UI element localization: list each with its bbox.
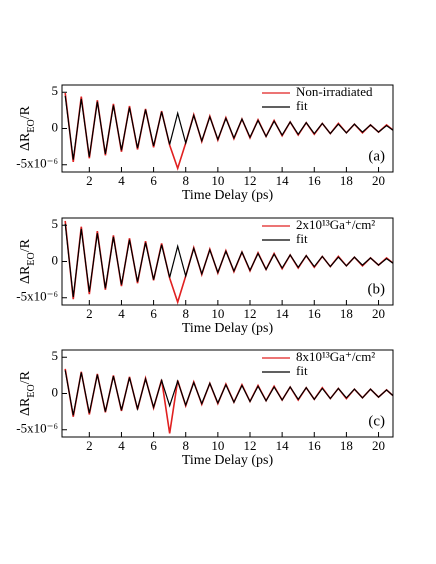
x-tick-label: 10 — [211, 173, 224, 188]
y-axis-label-part: /R — [18, 105, 33, 119]
x-tick-label: 18 — [340, 306, 353, 321]
y-axis-label-part: ΔR — [18, 397, 33, 416]
panel-label: (c) — [368, 413, 385, 429]
legend-label: fit — [296, 231, 308, 246]
y-axis-label: ΔREO/R — [18, 370, 37, 416]
x-tick-label: 14 — [276, 438, 290, 453]
y-axis-label-part: ΔR — [18, 265, 33, 284]
x-tick-label: 8 — [182, 438, 189, 453]
x-tick-label: 14 — [276, 306, 290, 321]
x-tick-label: 8 — [182, 306, 189, 321]
x-tick-label: 12 — [243, 438, 256, 453]
y-axis-label-part: /R — [18, 238, 33, 252]
y-axis-label-part: EO — [26, 119, 37, 132]
x-tick-label: 14 — [276, 173, 290, 188]
x-tick-label: 12 — [243, 173, 256, 188]
x-tick-label: 6 — [150, 306, 157, 321]
x-tick-label: 16 — [308, 306, 322, 321]
legend-label: fit — [296, 98, 308, 113]
x-tick-label: 10 — [211, 438, 224, 453]
y-axis-label-part: /R — [18, 370, 33, 384]
y-tick-label: 0 — [52, 384, 59, 399]
x-tick-label: 16 — [308, 173, 322, 188]
legend-label: fit — [296, 363, 308, 378]
data-line — [64, 95, 393, 160]
y-axis-label-part: EO — [26, 384, 37, 397]
panel-label: (b) — [368, 281, 386, 297]
y-tick-label: -5x10⁻⁶ — [16, 421, 58, 436]
x-tick-label: 10 — [211, 306, 224, 321]
x-tick-label: 12 — [243, 306, 256, 321]
x-tick-label: 8 — [182, 173, 189, 188]
x-tick-label: 18 — [340, 438, 353, 453]
x-tick-label: 2 — [86, 306, 93, 321]
x-tick-label: 2 — [86, 173, 93, 188]
x-tick-label: 4 — [118, 438, 125, 453]
x-tick-label: 20 — [372, 306, 385, 321]
x-tick-label: 4 — [118, 306, 125, 321]
x-tick-label: 20 — [372, 173, 385, 188]
data-line — [64, 368, 393, 434]
y-tick-label: 0 — [52, 252, 59, 267]
y-axis-label-part: ΔR — [18, 132, 33, 151]
x-tick-label: 2 — [86, 438, 93, 453]
x-axis-label: Time Delay (ps) — [182, 453, 274, 468]
data-line — [64, 370, 393, 416]
data-line — [64, 223, 393, 298]
y-tick-label: 5 — [52, 83, 59, 98]
x-axis-label: Time Delay (ps) — [182, 321, 274, 336]
y-tick-label: 5 — [52, 216, 59, 231]
legend-label: 8x10¹³Ga⁺/cm² — [296, 349, 375, 364]
y-axis-label: ΔREO/R — [18, 105, 37, 151]
x-tick-label: 4 — [118, 173, 125, 188]
y-tick-label: 5 — [52, 348, 59, 363]
y-tick-label: -5x10⁻⁶ — [16, 156, 58, 171]
x-tick-label: 18 — [340, 173, 353, 188]
x-tick-label: 6 — [150, 173, 157, 188]
legend-label: 2x10¹³Ga⁺/cm² — [296, 217, 375, 232]
panel-label: (a) — [368, 148, 385, 164]
y-tick-label: 0 — [52, 119, 59, 134]
x-axis-label: Time Delay (ps) — [182, 188, 274, 203]
x-tick-label: 6 — [150, 438, 157, 453]
x-tick-label: 20 — [372, 438, 385, 453]
y-axis-label: ΔREO/R — [18, 238, 37, 284]
x-tick-label: 16 — [308, 438, 322, 453]
y-tick-label: -5x10⁻⁶ — [16, 289, 58, 304]
legend-label: Non-irradiated — [296, 84, 373, 99]
y-axis-label-part: EO — [26, 252, 37, 265]
